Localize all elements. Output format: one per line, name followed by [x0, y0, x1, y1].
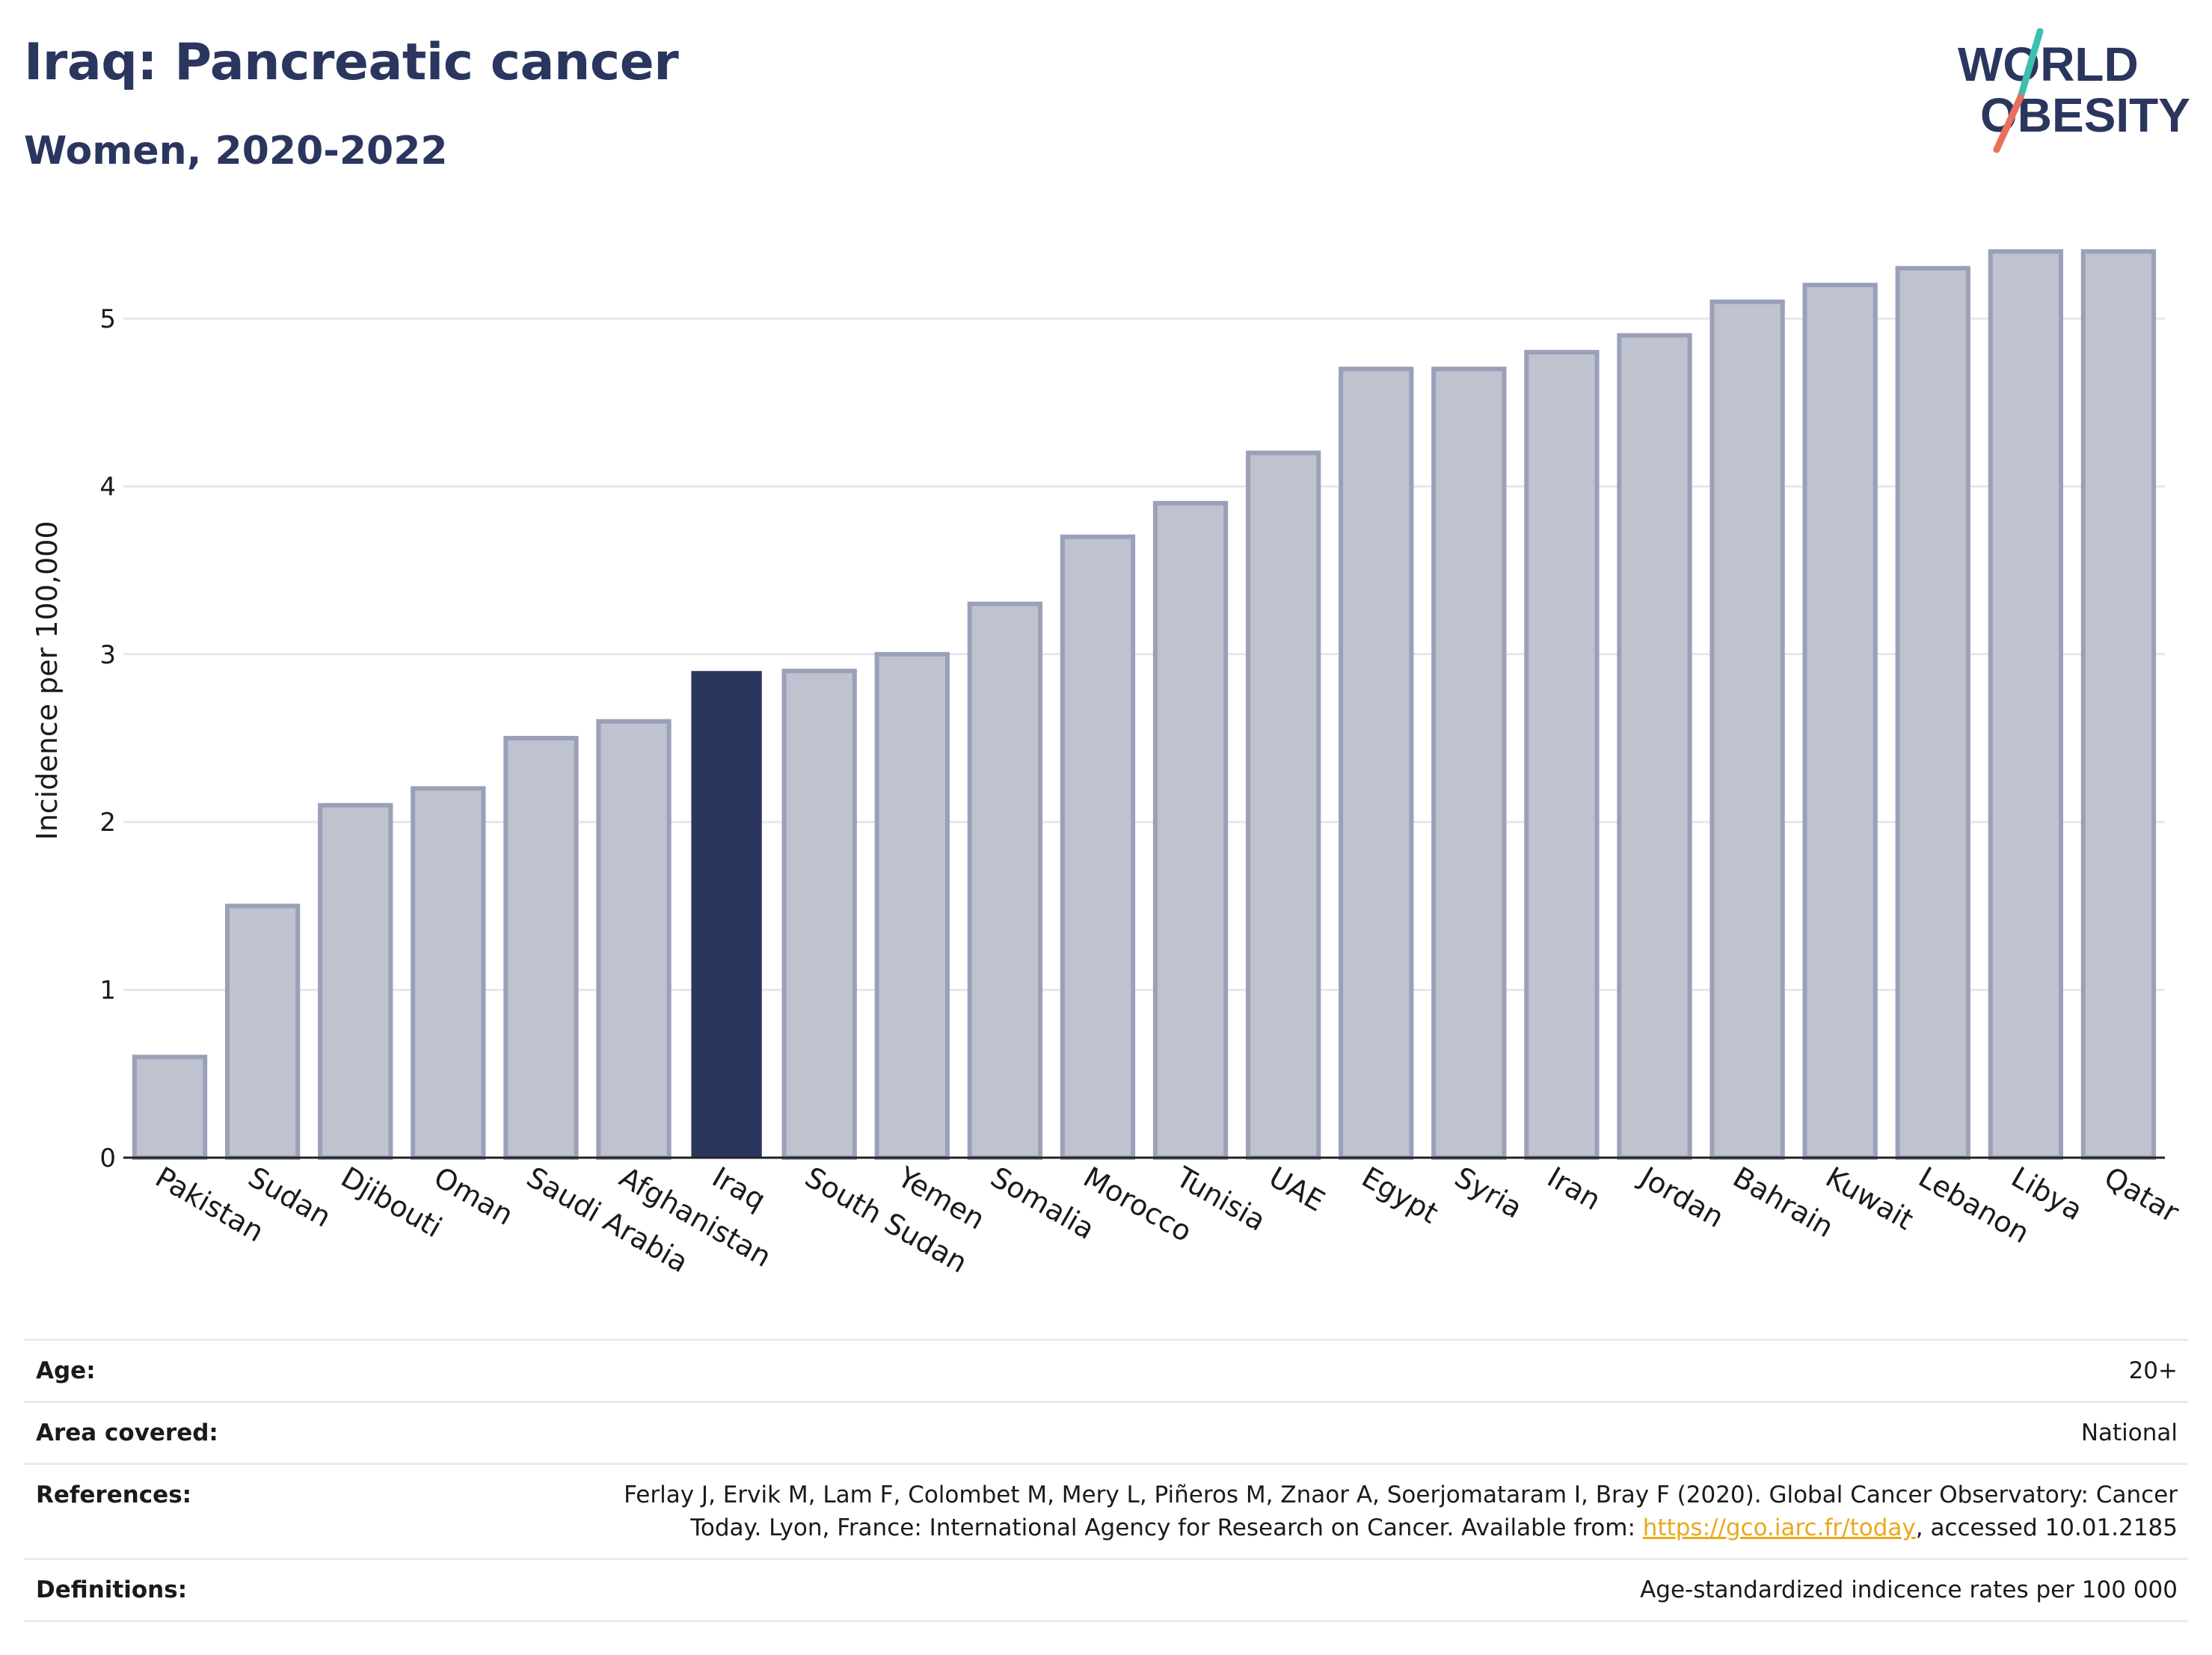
info-value-references: Ferlay J, Ervik M, Lam F, Colombet M, Me…	[624, 1479, 2178, 1544]
logo-line1: WORLD	[1958, 37, 2139, 91]
bar-libya	[1988, 249, 2064, 1160]
page-title: Iraq: Pancreatic cancer	[24, 33, 679, 92]
y-tick-label: 5	[99, 304, 116, 334]
info-label-references: References:	[36, 1481, 192, 1508]
info-value-definitions: Age-standardized indicence rates per 100…	[1640, 1576, 2178, 1603]
y-tick-label: 3	[99, 640, 116, 670]
bar-morocco	[1060, 534, 1136, 1160]
bar-sudan	[224, 903, 301, 1161]
x-tick-label: Jordan	[1633, 1160, 1729, 1235]
reference-line-2-prefix: Today. Lyon, France: International Agenc…	[690, 1514, 1643, 1541]
info-label-area: Area covered:	[36, 1419, 218, 1446]
info-value-area: National	[2080, 1419, 2178, 1446]
reference-line-1: Ferlay J, Ervik M, Lam F, Colombet M, Me…	[624, 1481, 2178, 1508]
x-tick-label: Qatar	[2098, 1161, 2184, 1229]
reference-line-2-suffix: , accessed 10.01.2185	[1915, 1514, 2178, 1541]
x-tick-label: UAE	[1264, 1161, 1330, 1218]
logo-slash-coral	[1993, 93, 2024, 153]
y-tick-labels: 0 1 2 3 4 5	[99, 304, 116, 1173]
bars	[132, 249, 2157, 1161]
x-tick-label: Somalia	[985, 1161, 1100, 1246]
logo-slash-teal	[2017, 28, 2044, 101]
bar-saudi-arabia	[503, 736, 579, 1160]
x-tick-label: Syria	[1449, 1161, 1528, 1225]
bar-bahrain	[1709, 299, 1785, 1160]
info-value-age: 20+	[2128, 1357, 2178, 1384]
bar-iran	[1524, 349, 1600, 1160]
bar-syria	[1431, 366, 1507, 1161]
x-tick-label: Djibouti	[336, 1161, 448, 1244]
bar-lebanon	[1895, 265, 1970, 1160]
info-label-definitions: Definitions:	[36, 1576, 188, 1603]
bar-afghanistan	[596, 719, 672, 1160]
y-tick-label: 1	[99, 976, 116, 1006]
x-tick-label: Iran	[1542, 1161, 1606, 1217]
bar-yemen	[874, 651, 950, 1160]
y-tick-label: 2	[99, 808, 116, 838]
bar-tunisia	[1152, 500, 1229, 1160]
x-tick-label: Bahrain	[1727, 1161, 1839, 1244]
world-obesity-logo: WORLD OBESITY	[1958, 28, 2190, 153]
x-tick-label: Egypt	[1357, 1161, 1444, 1230]
bar-pakistan	[132, 1054, 208, 1160]
bar-kuwait	[1802, 283, 1878, 1160]
info-label-age: Age:	[36, 1357, 96, 1384]
info-row-area: Area covered: National	[24, 1401, 2188, 1463]
bar-qatar	[2080, 249, 2157, 1160]
y-axis-label: Incidence per 100,000	[31, 521, 64, 840]
bar-jordan	[1617, 333, 1692, 1161]
bar-egypt	[1339, 366, 1414, 1161]
bar-iraq	[691, 671, 762, 1158]
info-row-age: Age: 20+	[24, 1339, 2188, 1401]
bar-somalia	[967, 601, 1043, 1160]
reference-link[interactable]: https://gco.iarc.fr/today	[1642, 1514, 1916, 1541]
info-row-definitions: Definitions: Age-standardized indicence …	[24, 1558, 2188, 1622]
bar-south-sudan	[781, 669, 857, 1160]
y-tick-label: 0	[99, 1143, 116, 1173]
x-tick-label: Iraq	[707, 1161, 771, 1217]
bar-uae	[1245, 450, 1321, 1160]
bar-oman	[411, 786, 486, 1160]
reference-line-2: Today. Lyon, France: International Agenc…	[624, 1511, 2178, 1544]
page-subtitle: Women, 2020-2022	[24, 129, 448, 174]
info-table: Age: 20+ Area covered: National Referenc…	[24, 1339, 2188, 1622]
y-tick-label: 4	[99, 472, 116, 502]
bar-djibouti	[318, 802, 393, 1160]
x-tick-label: Kuwait	[1820, 1161, 1919, 1237]
info-row-references: References: Ferlay J, Ervik M, Lam F, Co…	[24, 1463, 2188, 1558]
